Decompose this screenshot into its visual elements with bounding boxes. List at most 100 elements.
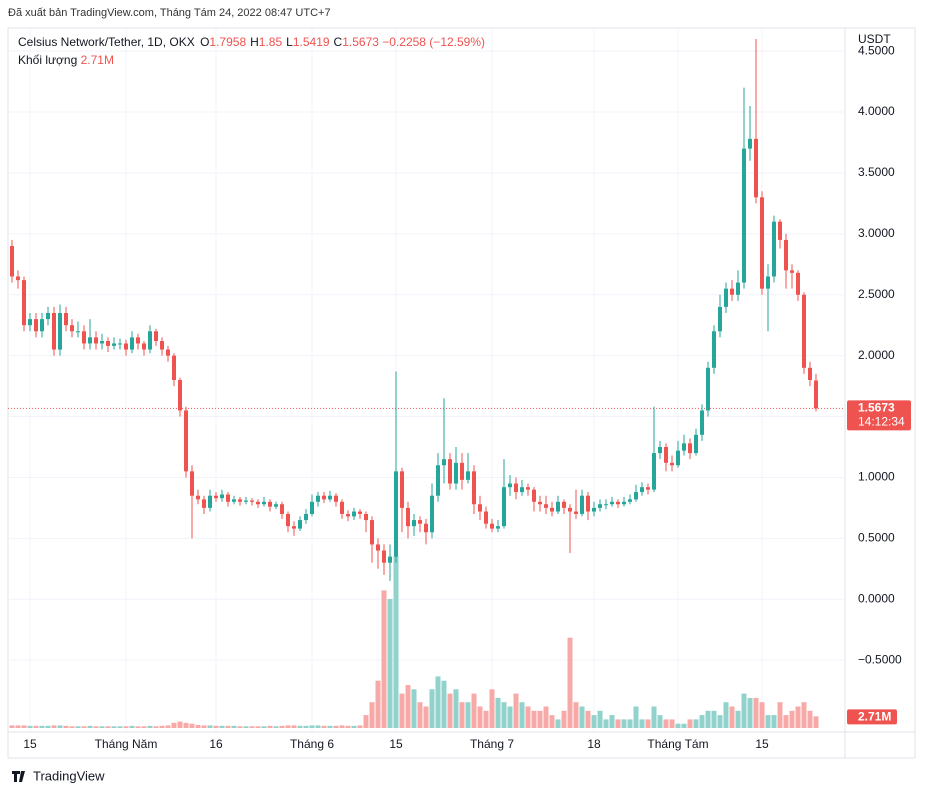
candle-body [424,523,428,533]
y-tick-label: 3.0000 [858,226,895,240]
x-tick-label: Tháng Tám [647,737,708,751]
candle-body [202,499,206,508]
candle-body [580,495,584,514]
volume-bar [435,676,441,728]
volume-bar [411,689,417,728]
candle-body [262,501,266,505]
candle-body [64,313,68,326]
volume-bar [633,706,639,728]
volume-bar [243,726,249,728]
logo [12,771,25,782]
ohlc-value: 1.5419 [292,35,330,49]
x-tick-label: Tháng Năm [95,737,158,751]
volume-bar [213,725,219,728]
candle-body [784,239,788,271]
volume-bar [627,719,633,728]
candle-body [250,500,254,502]
x-tick-label: 16 [209,737,223,751]
candle-body [790,270,794,273]
candle-body [556,501,560,512]
candle-body [472,471,476,505]
candle-body [634,492,638,500]
volume-bar [531,710,537,728]
x-tick-label: 15 [755,737,769,751]
candle-body [238,499,242,502]
candle-body [280,504,284,514]
x-tick-label: 18 [587,737,601,751]
candle-body [298,520,302,529]
candle-body [94,337,98,344]
volume-bar [621,719,627,728]
candle-body [112,343,116,346]
volume-bar [741,693,747,728]
candle-body [40,319,44,332]
candle-body [82,331,86,344]
candle-body [334,495,338,502]
last-price-badge [847,400,911,431]
ohlc-letter: O [200,35,210,49]
volume-bar [201,725,207,728]
volume-bar [207,725,213,728]
candle-body [718,306,722,332]
candle-body [292,526,296,529]
candle-body [100,341,104,344]
candle-body [502,487,506,527]
volume-bar [693,719,699,728]
candle-body [412,520,416,527]
volume-bar [501,702,507,728]
candle-body [808,367,812,380]
y-tick-label: 4.0000 [858,104,895,118]
candle-body [226,494,230,502]
candle-body [508,483,512,488]
candle-body [622,501,626,505]
volume-bar [27,725,33,728]
volume-bar [399,693,405,728]
y-tick-label: −0.5000 [858,652,902,666]
volume-bar [189,723,195,728]
volume-bar [705,710,711,728]
candle-body [538,501,542,505]
candle-body [448,459,452,484]
volume-bar [285,725,291,728]
candle-body [520,487,524,493]
volume-bar [75,726,81,728]
volume-bar [405,685,411,728]
candle-body [436,465,440,496]
volume-bar [237,726,243,728]
volume-bar [327,725,333,728]
candle-body [136,337,140,344]
volume-bar [333,725,339,728]
volume-title: Khối lượng [18,53,78,67]
volume-bar [561,710,567,728]
volume-bar [447,693,453,728]
candle-body [772,221,776,277]
volume-bar [303,725,309,728]
x-tick-label: 15 [23,737,37,751]
candle-body [124,343,128,350]
candle-body [490,523,494,529]
y-tick-label: 1.0000 [858,470,895,484]
axis-unit: USDT [858,32,891,46]
candle-body [364,513,368,521]
volume-bar [363,715,369,728]
candle-body [700,410,704,435]
footer-brand: TradingView [33,768,105,783]
candle-body [346,513,350,517]
candle-body [394,471,398,557]
y-tick-label: 3.5000 [858,165,895,179]
volume-bar [591,715,597,728]
volume-bar [297,725,303,728]
ohlc-letter: L [286,35,293,49]
volume-bar [795,706,801,728]
volume-bar [477,706,483,728]
candle-body [712,331,716,368]
candle-body [58,313,62,350]
candle-body [760,197,764,289]
legend-row: Celsius Network/Tether, 1D, OKX O1.7958 H… [18,35,485,49]
volume-bar [783,715,789,728]
volume-bar [717,715,723,728]
volume-bar [759,702,765,728]
volume-bar [81,726,87,728]
candle-body [562,501,566,508]
